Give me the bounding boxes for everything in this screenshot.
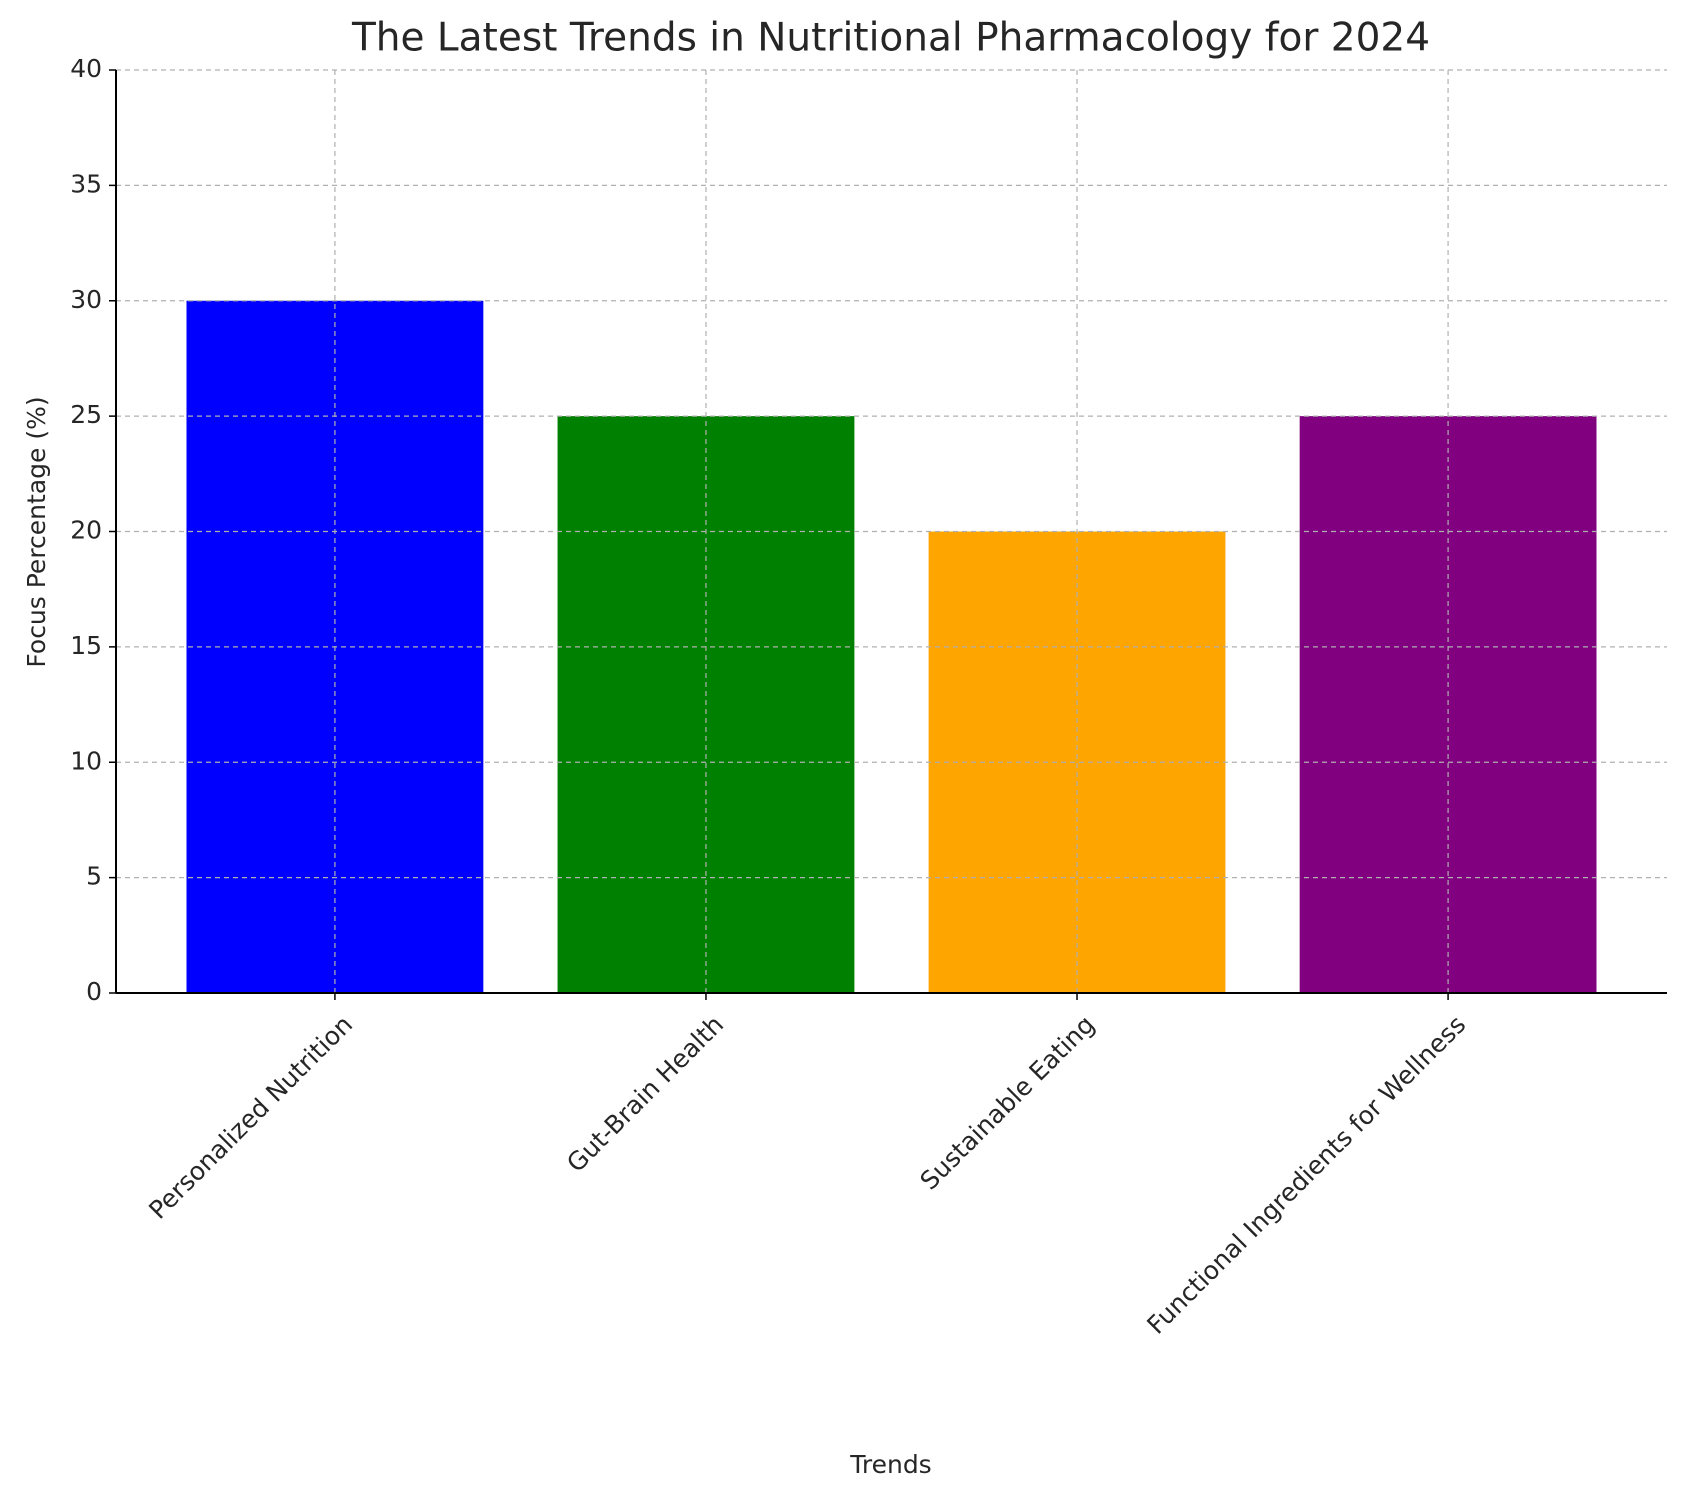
y-tick-label: 15: [70, 631, 102, 660]
y-axis-label: Focus Percentage (%): [22, 396, 51, 667]
y-tick-label: 10: [70, 746, 102, 775]
y-tick-label: 25: [70, 400, 102, 429]
y-tick-label: 30: [70, 285, 102, 314]
y-tick-label: 20: [70, 516, 102, 545]
y-tick-label: 0: [86, 977, 102, 1006]
y-tick-label: 5: [86, 862, 102, 891]
y-tick-label: 40: [70, 54, 102, 83]
x-axis-label: Trends: [849, 1450, 931, 1479]
y-tick-label: 35: [70, 169, 102, 198]
chart-title: The Latest Trends in Nutritional Pharmac…: [351, 16, 1430, 61]
